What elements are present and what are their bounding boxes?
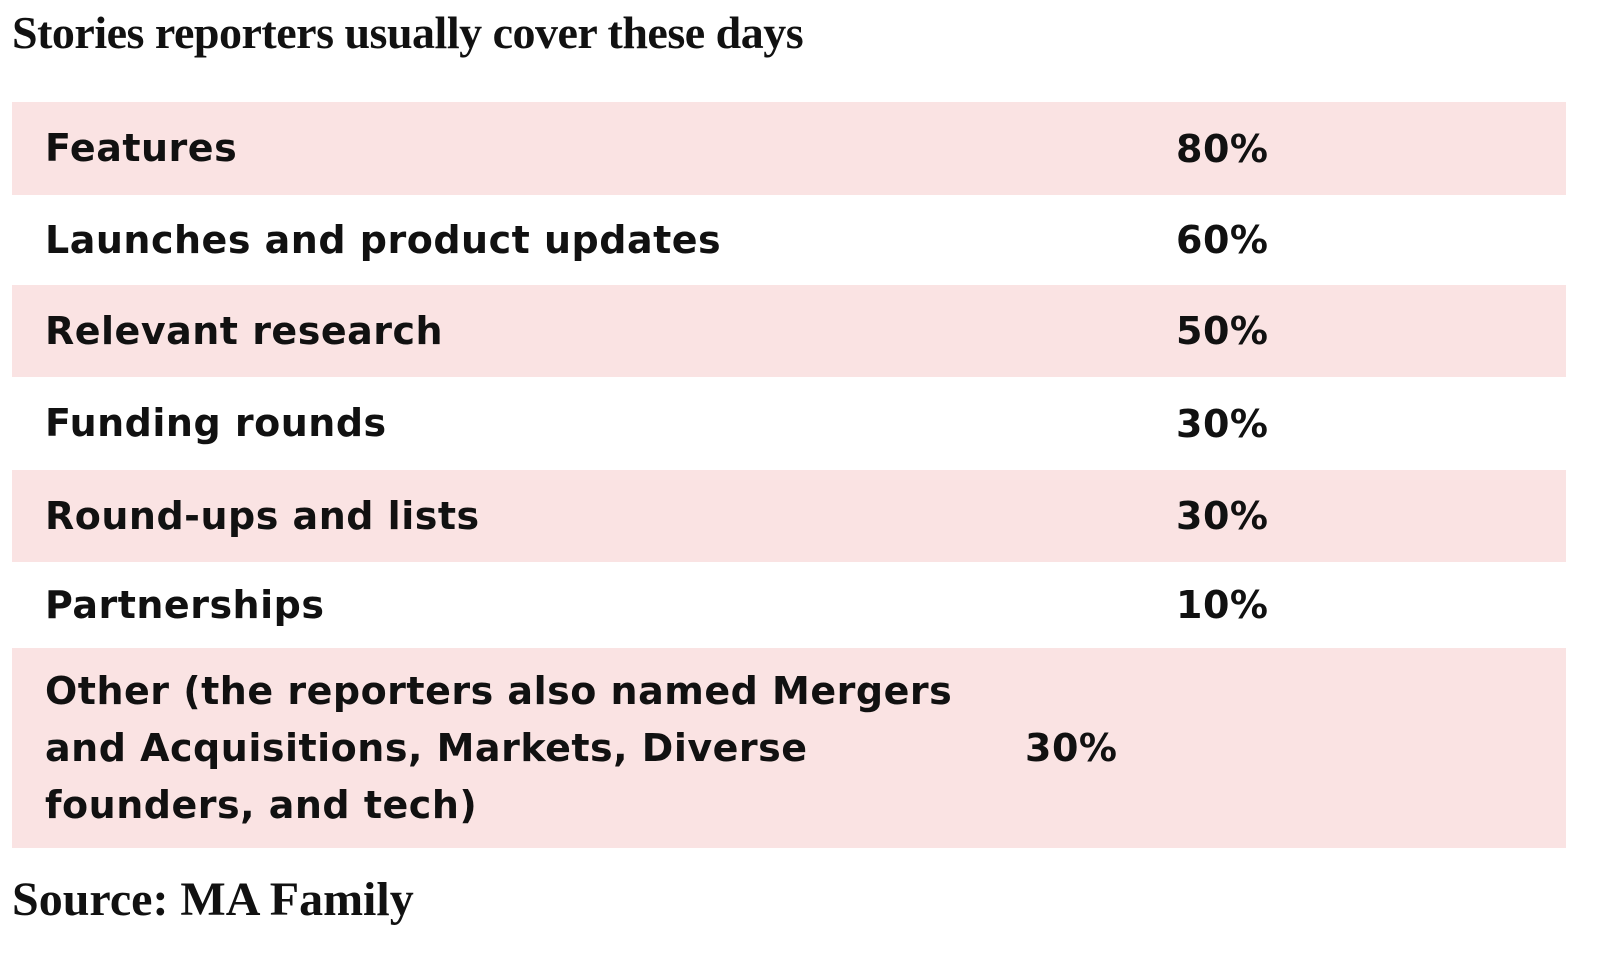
row-value: 60% bbox=[1176, 218, 1269, 262]
table-row: Other (the reporters also named Mergers … bbox=[12, 648, 1566, 848]
table-row: Features 80% bbox=[12, 102, 1566, 195]
row-label: Round-ups and lists bbox=[45, 493, 480, 538]
row-label: Partnerships bbox=[45, 582, 325, 627]
table: Features 80% Launches and product updates 6… bbox=[12, 102, 1566, 848]
table-row: Launches and product updates 60% bbox=[12, 195, 1566, 285]
table-row: Relevant research 50% bbox=[12, 285, 1566, 377]
table-row: Funding rounds 30% bbox=[12, 377, 1566, 470]
row-value: 80% bbox=[1176, 126, 1269, 171]
row-value: 30% bbox=[1176, 401, 1269, 446]
table-row: Partnerships 10% bbox=[12, 562, 1566, 648]
row-label: Launches and product updates bbox=[45, 217, 722, 262]
table-row: Round-ups and lists 30% bbox=[12, 470, 1566, 562]
title: Stories reporters usually cover these da… bbox=[12, 7, 804, 58]
source: Source: MA Family bbox=[12, 873, 414, 926]
row-value: 30% bbox=[1025, 726, 1118, 770]
row-label: Relevant research bbox=[45, 308, 444, 353]
row-value: 30% bbox=[1176, 494, 1269, 538]
row-label: Features bbox=[45, 126, 238, 170]
row-label: Funding rounds bbox=[45, 401, 387, 445]
row-value: 50% bbox=[1176, 309, 1269, 353]
row-value: 10% bbox=[1176, 583, 1269, 627]
row-label: Other (the reporters also named Mergers … bbox=[45, 668, 953, 827]
